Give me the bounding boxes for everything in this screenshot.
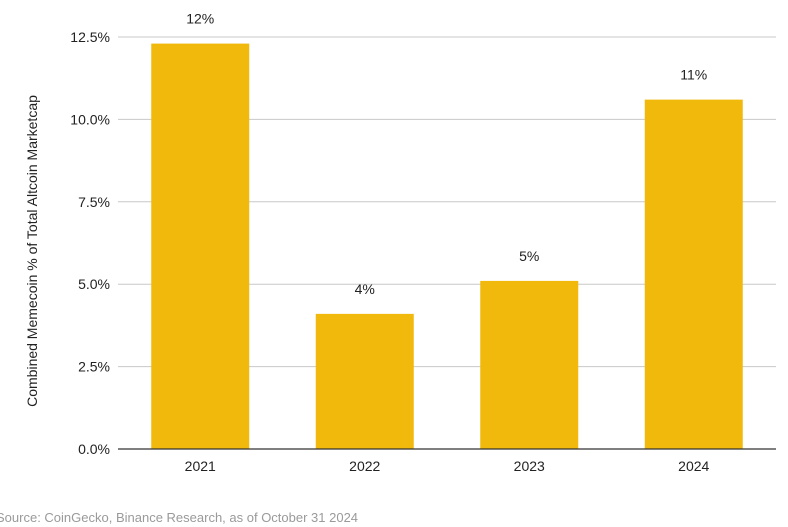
data-label-2022: 4% (355, 281, 375, 297)
y-axis-tick-labels: 0.0% 2.5% 5.0% 7.5% 10.0% 12.5% (70, 29, 110, 457)
source-note: Source: CoinGecko, Binance Research, as … (0, 510, 359, 525)
bar-2023 (480, 280, 579, 449)
data-label-2023: 5% (519, 248, 539, 264)
y-tick-label: 0.0% (78, 441, 110, 457)
y-tick-label: 7.5% (78, 194, 110, 210)
data-labels: 12% 4% 5% 11% (186, 11, 707, 297)
y-axis-title: Combined Memecoin % of Total Altcoin Mar… (24, 95, 40, 407)
bar-2024 (644, 99, 743, 450)
data-label-2021: 12% (186, 11, 214, 27)
x-tick-label-2022: 2022 (349, 458, 380, 474)
x-axis-tick-labels: 2021 2022 2023 2024 (185, 458, 710, 474)
y-tick-label: 2.5% (78, 359, 110, 375)
y-tick-label: 10.0% (70, 111, 110, 127)
bar-2021 (151, 43, 250, 449)
x-tick-label-2024: 2024 (678, 458, 709, 474)
bar-2022 (315, 313, 414, 449)
x-tick-label-2023: 2023 (514, 458, 545, 474)
data-label-2024: 11% (680, 67, 707, 83)
x-tick-label-2021: 2021 (185, 458, 216, 474)
y-tick-label: 5.0% (78, 276, 110, 292)
bars (151, 43, 743, 450)
y-tick-label: 12.5% (70, 29, 110, 45)
